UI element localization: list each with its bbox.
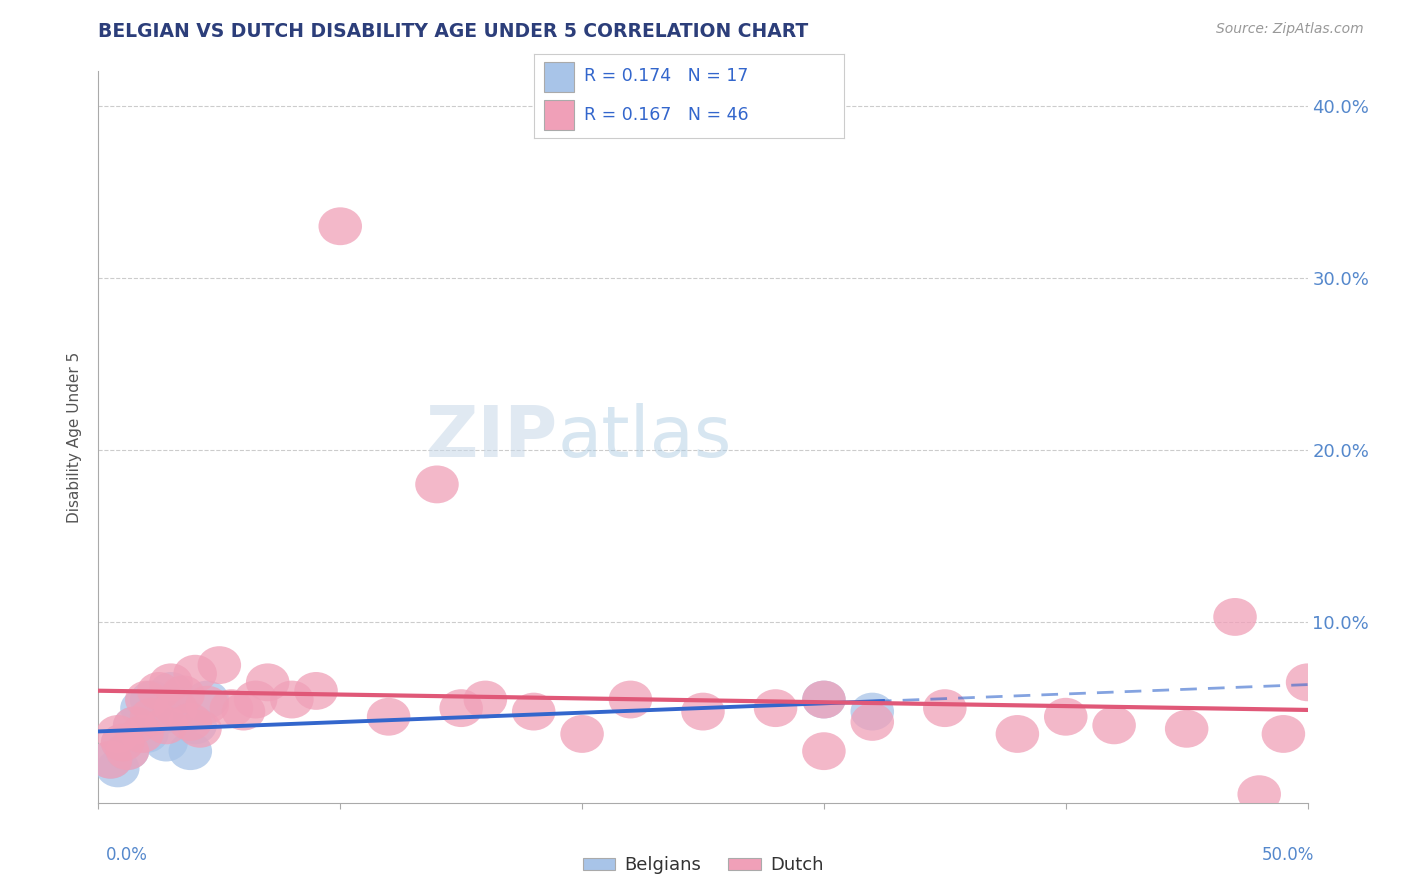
- Ellipse shape: [112, 706, 156, 744]
- Ellipse shape: [270, 681, 314, 718]
- Ellipse shape: [89, 741, 132, 779]
- Ellipse shape: [1092, 706, 1136, 744]
- Ellipse shape: [995, 715, 1039, 753]
- Ellipse shape: [924, 690, 966, 727]
- Ellipse shape: [803, 732, 845, 770]
- Ellipse shape: [162, 698, 205, 736]
- Ellipse shape: [105, 732, 149, 770]
- Ellipse shape: [561, 715, 603, 753]
- Ellipse shape: [162, 675, 205, 714]
- Ellipse shape: [129, 681, 173, 718]
- Ellipse shape: [145, 706, 188, 744]
- Ellipse shape: [112, 706, 156, 744]
- Ellipse shape: [96, 749, 139, 788]
- Ellipse shape: [609, 681, 652, 718]
- Bar: [544, 62, 575, 92]
- Bar: [544, 100, 575, 130]
- Ellipse shape: [319, 207, 361, 245]
- Y-axis label: Disability Age Under 5: Disability Age Under 5: [67, 351, 83, 523]
- Text: Source: ZipAtlas.com: Source: ZipAtlas.com: [1216, 22, 1364, 37]
- Ellipse shape: [149, 664, 193, 701]
- Ellipse shape: [105, 732, 149, 770]
- Ellipse shape: [186, 686, 229, 723]
- Ellipse shape: [1045, 698, 1087, 736]
- Text: R = 0.174   N = 17: R = 0.174 N = 17: [583, 68, 748, 86]
- Ellipse shape: [125, 681, 169, 718]
- Ellipse shape: [294, 672, 337, 710]
- Ellipse shape: [138, 698, 180, 736]
- Ellipse shape: [233, 681, 277, 718]
- Ellipse shape: [169, 732, 212, 770]
- Ellipse shape: [186, 681, 229, 718]
- Ellipse shape: [1213, 598, 1257, 636]
- Text: R = 0.167   N = 46: R = 0.167 N = 46: [583, 105, 748, 123]
- Ellipse shape: [440, 690, 482, 727]
- Ellipse shape: [803, 681, 845, 718]
- Ellipse shape: [101, 723, 145, 762]
- Ellipse shape: [101, 723, 145, 762]
- Ellipse shape: [179, 710, 222, 747]
- Text: BELGIAN VS DUTCH DISABILITY AGE UNDER 5 CORRELATION CHART: BELGIAN VS DUTCH DISABILITY AGE UNDER 5 …: [98, 22, 808, 41]
- Ellipse shape: [367, 698, 411, 736]
- Ellipse shape: [246, 664, 290, 701]
- Ellipse shape: [415, 466, 458, 503]
- Ellipse shape: [145, 723, 188, 762]
- Text: atlas: atlas: [558, 402, 733, 472]
- Ellipse shape: [129, 698, 173, 736]
- Ellipse shape: [512, 693, 555, 731]
- Ellipse shape: [1166, 710, 1208, 747]
- Ellipse shape: [120, 715, 163, 753]
- Ellipse shape: [89, 741, 132, 779]
- Ellipse shape: [682, 693, 724, 731]
- Ellipse shape: [173, 706, 217, 744]
- Text: ZIP: ZIP: [426, 402, 558, 472]
- Ellipse shape: [125, 715, 169, 753]
- Ellipse shape: [155, 690, 198, 727]
- Ellipse shape: [1237, 775, 1281, 814]
- Ellipse shape: [803, 681, 845, 718]
- Ellipse shape: [198, 646, 240, 684]
- Ellipse shape: [851, 693, 894, 731]
- Ellipse shape: [173, 655, 217, 693]
- Ellipse shape: [138, 672, 180, 710]
- Ellipse shape: [1286, 664, 1329, 701]
- Ellipse shape: [222, 693, 266, 731]
- Ellipse shape: [209, 690, 253, 727]
- Text: 0.0%: 0.0%: [105, 846, 148, 863]
- Ellipse shape: [851, 703, 894, 741]
- Ellipse shape: [754, 690, 797, 727]
- Text: 50.0%: 50.0%: [1263, 846, 1315, 863]
- Ellipse shape: [96, 715, 139, 753]
- Ellipse shape: [149, 672, 193, 710]
- Ellipse shape: [464, 681, 508, 718]
- Legend: Belgians, Dutch: Belgians, Dutch: [575, 849, 831, 881]
- Ellipse shape: [120, 690, 163, 727]
- Ellipse shape: [1261, 715, 1305, 753]
- Ellipse shape: [169, 703, 212, 741]
